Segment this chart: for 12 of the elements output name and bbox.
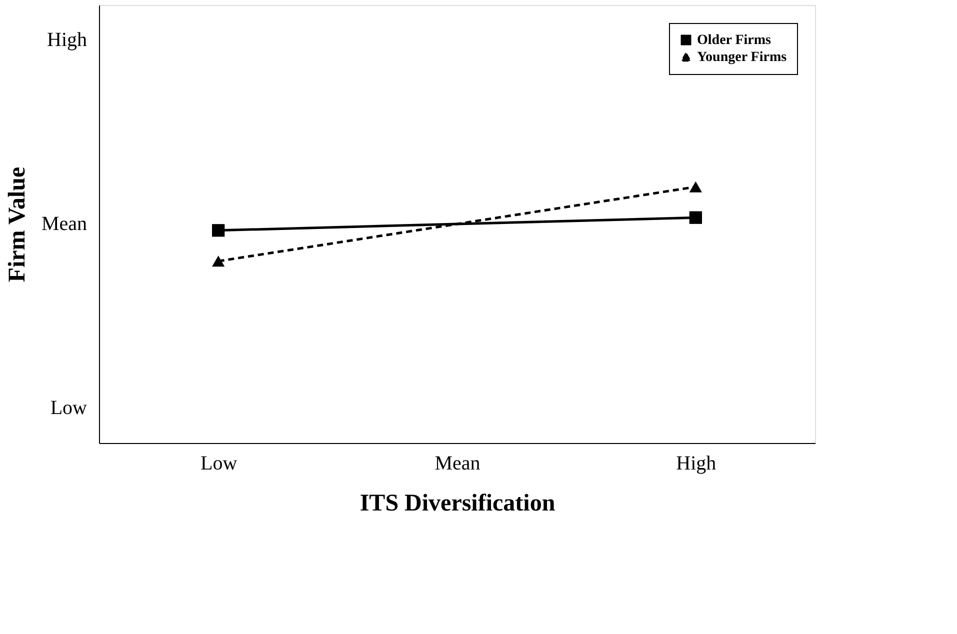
x-tick-label: High: [676, 452, 716, 474]
text: Low: [50, 396, 88, 419]
x-axis-title: ITS Diversification: [360, 490, 556, 516]
point: [689, 211, 702, 224]
x-tick-label: Low: [200, 452, 238, 474]
x-tick-label: Mean: [434, 452, 480, 474]
y-axis-title: Firm Value: [4, 166, 30, 282]
text: Mean: [41, 213, 87, 235]
point: [212, 224, 225, 237]
legend-label: Older Firms: [697, 33, 772, 48]
legend-label: Younger Firms: [697, 50, 788, 65]
text: High: [47, 29, 87, 52]
